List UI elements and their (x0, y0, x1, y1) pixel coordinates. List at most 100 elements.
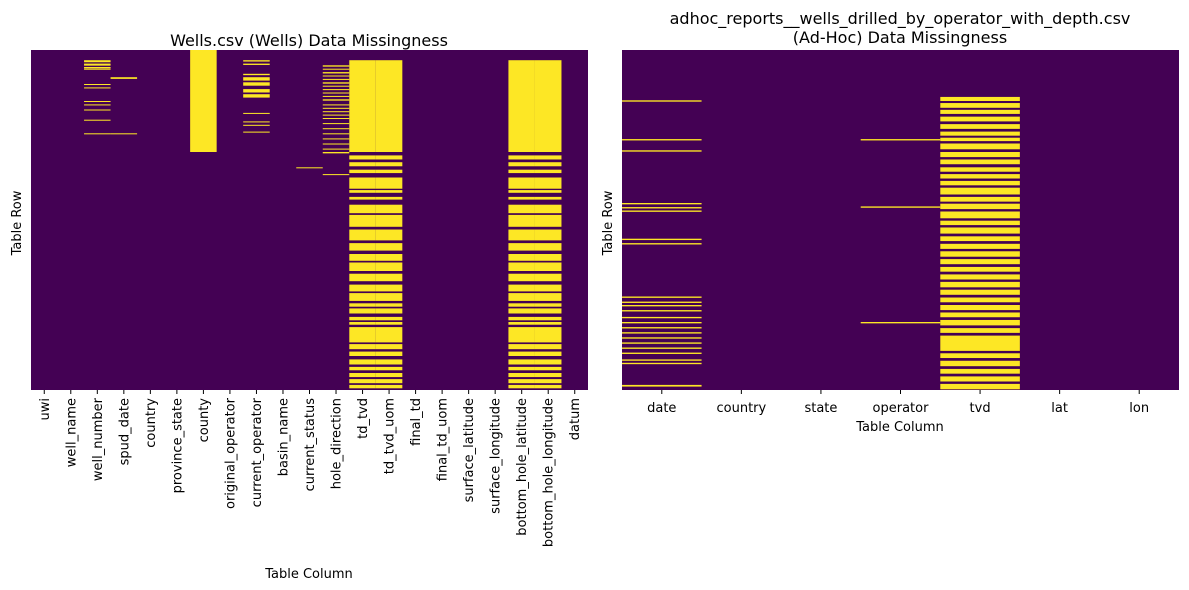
missing-cell-date (622, 296, 702, 298)
missing-cell-td_tvd_uom (375, 351, 403, 356)
heatmap-background (622, 50, 1179, 390)
missing-cell-td_tvd (349, 169, 376, 174)
missing-cell-tvd (940, 143, 1020, 150)
missing-cell-td_tvd (349, 344, 376, 350)
missing-cell-td_tvd_uom (375, 384, 403, 389)
missing-cell-bottom_hole_longitude (534, 344, 562, 350)
adhoc-heatmap-ylabel: Table Row (601, 190, 616, 256)
missing-cell-hole_direction (322, 75, 350, 77)
column-tick-label: country (144, 398, 159, 448)
missing-cell-tvd (940, 266, 1020, 272)
column-tick-label: current_operator (250, 397, 265, 507)
missing-cell-tvd (940, 259, 1020, 265)
missing-cell-td_tvd (349, 284, 376, 292)
missing-cell-bottom_hole_longitude (534, 229, 562, 241)
column-tick-label: final_td_uom (436, 398, 451, 481)
missing-cell-td_tvd_uom (375, 214, 403, 227)
missing-cell-tvd (940, 236, 1020, 242)
missing-cell-hole_direction (322, 133, 350, 135)
missing-cell-td_tvd (349, 308, 376, 314)
missing-cell-bottom_hole_latitude (508, 190, 535, 193)
missing-cell-bottom_hole_longitude (534, 177, 562, 189)
missing-cell-td_tvd (349, 196, 376, 200)
missing-cell-bottom_hole_latitude (508, 293, 535, 301)
missing-cell-td_tvd (349, 60, 376, 153)
missing-cell-td_tvd_uom (375, 373, 403, 378)
column-tick-label: province_state (170, 398, 185, 493)
missing-cell-tvd (940, 274, 1020, 280)
missing-cell-tvd (940, 187, 1020, 195)
missing-cell-td_tvd (349, 303, 376, 307)
missing-cell-bottom_hole_latitude (508, 243, 535, 251)
missing-cell-tvd (940, 243, 1020, 249)
missing-cell-date (622, 305, 702, 307)
missing-cell-bottom_hole_longitude (534, 273, 562, 282)
missing-cell-tvd (940, 353, 1020, 359)
missing-cell-date (622, 352, 702, 354)
missing-cell-tvd (940, 159, 1020, 165)
missing-cell-tvd (940, 109, 1020, 114)
missing-cell-bottom_hole_latitude (508, 366, 535, 371)
missing-cell-date (622, 337, 702, 339)
missing-cell-bottom_hole_longitude (534, 303, 562, 307)
missing-cell-td_tvd (349, 316, 376, 321)
missing-cell-td_tvd_uom (375, 262, 403, 271)
missing-cell-td_tvd (349, 214, 376, 227)
missing-cell-td_tvd (349, 177, 376, 189)
missing-cell-tvd (940, 137, 1020, 142)
column-tick-label: spud_date (117, 398, 132, 465)
missing-cell-date (622, 327, 702, 329)
missing-cell-bottom_hole_latitude (508, 177, 535, 189)
missing-cell-hole_direction (322, 72, 350, 74)
missing-cell-bottom_hole_longitude (534, 316, 562, 321)
missing-cell-td_tvd (349, 322, 376, 325)
missing-cell-current_operator (243, 63, 270, 65)
missing-cell-operator (860, 139, 941, 141)
missing-cell-date (622, 332, 702, 334)
missing-cell-well_number (84, 67, 111, 69)
missing-cell-td_tvd_uom (375, 229, 403, 241)
missing-cell-well_number (84, 101, 111, 103)
missing-cell-hole_direction (322, 107, 350, 109)
column-tick-label: lat (1051, 401, 1068, 416)
column-tick-label: county (197, 398, 212, 443)
missing-cell-tvd (940, 220, 1020, 226)
missing-cell-date (622, 310, 702, 312)
adhoc-heatmap-title: adhoc_reports__wells_drilled_by_operator… (670, 9, 1131, 47)
missing-cell-bottom_hole_longitude (534, 384, 562, 389)
missing-cell-td_tvd_uom (375, 254, 403, 261)
missing-cell-bottom_hole_longitude (534, 322, 562, 325)
wells-heatmap-xlabel: Table Column (264, 567, 353, 582)
missing-cell-tvd (940, 281, 1020, 288)
missing-cell-td_tvd (349, 254, 376, 261)
missing-cell-td_tvd_uom (375, 284, 403, 292)
missing-cell-bottom_hole_longitude (534, 284, 562, 292)
adhoc-missingness-heatmap: adhoc_reports__wells_drilled_by_operator… (601, 9, 1179, 435)
column-tick-label: state (804, 401, 837, 416)
missing-cell-tvd (940, 211, 1020, 219)
missing-cell-bottom_hole_longitude (534, 293, 562, 301)
missing-cell-hole_direction (322, 104, 350, 106)
missing-cell-bottom_hole_longitude (534, 351, 562, 356)
missing-cell-tvd (940, 180, 1020, 186)
missing-cell-bottom_hole_latitude (508, 196, 535, 200)
missing-cell-operator (860, 322, 941, 324)
missing-cell-td_tvd (349, 262, 376, 271)
missing-cell-county (190, 50, 217, 152)
wells-heatmap-ylabel: Table Row (10, 190, 25, 256)
missing-cell-bottom_hole_longitude (534, 254, 562, 261)
missing-cell-bottom_hole_latitude (508, 169, 535, 174)
missing-cell-bottom_hole_longitude (534, 379, 562, 384)
column-tick-label: surface_latitude (462, 398, 477, 502)
missing-cell-td_tvd_uom (375, 169, 403, 174)
missing-cell-bottom_hole_longitude (534, 243, 562, 251)
column-tick-label: datum (568, 398, 583, 440)
missing-cell-tvd (940, 174, 1020, 179)
column-tick-label: td_tvd_uom (383, 398, 398, 474)
missing-cell-bottom_hole_longitude (534, 196, 562, 200)
missing-cell-td_tvd (349, 229, 376, 241)
missing-cell-bottom_hole_latitude (508, 379, 535, 384)
missing-cell-date (622, 150, 702, 152)
missing-cell-td_tvd_uom (375, 293, 403, 301)
column-tick-label: well_name (64, 398, 79, 467)
